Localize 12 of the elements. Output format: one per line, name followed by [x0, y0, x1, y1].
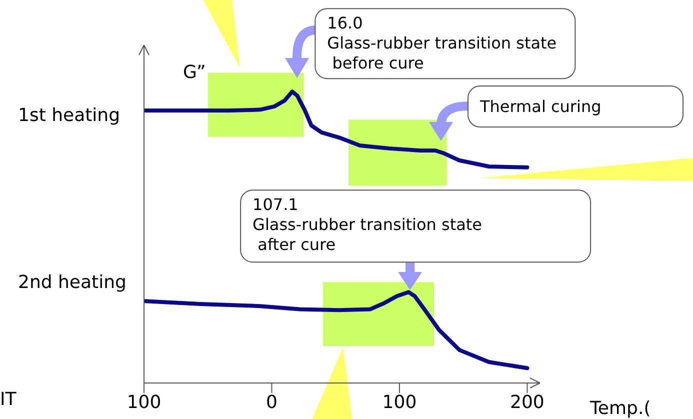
- x-tick-label: 200: [510, 392, 544, 413]
- x-axis-title: Temp.(: [589, 398, 651, 419]
- text: 2nd heating: [18, 272, 126, 293]
- text: IT: [0, 389, 18, 410]
- x-tick-label: 100: [382, 392, 417, 413]
- x-tick-label: 100: [126, 392, 162, 413]
- annotation: 16.0 Glass-rubber transition state before cure: [327, 14, 557, 73]
- annotation: Thermal curing: [479, 97, 602, 116]
- x-tick-label: 0: [266, 392, 278, 413]
- text: 1st heating: [18, 105, 120, 126]
- y-axis-title: G”: [183, 62, 206, 83]
- annotation: 107.1 Glass-rubber transition state after cure: [252, 195, 482, 254]
